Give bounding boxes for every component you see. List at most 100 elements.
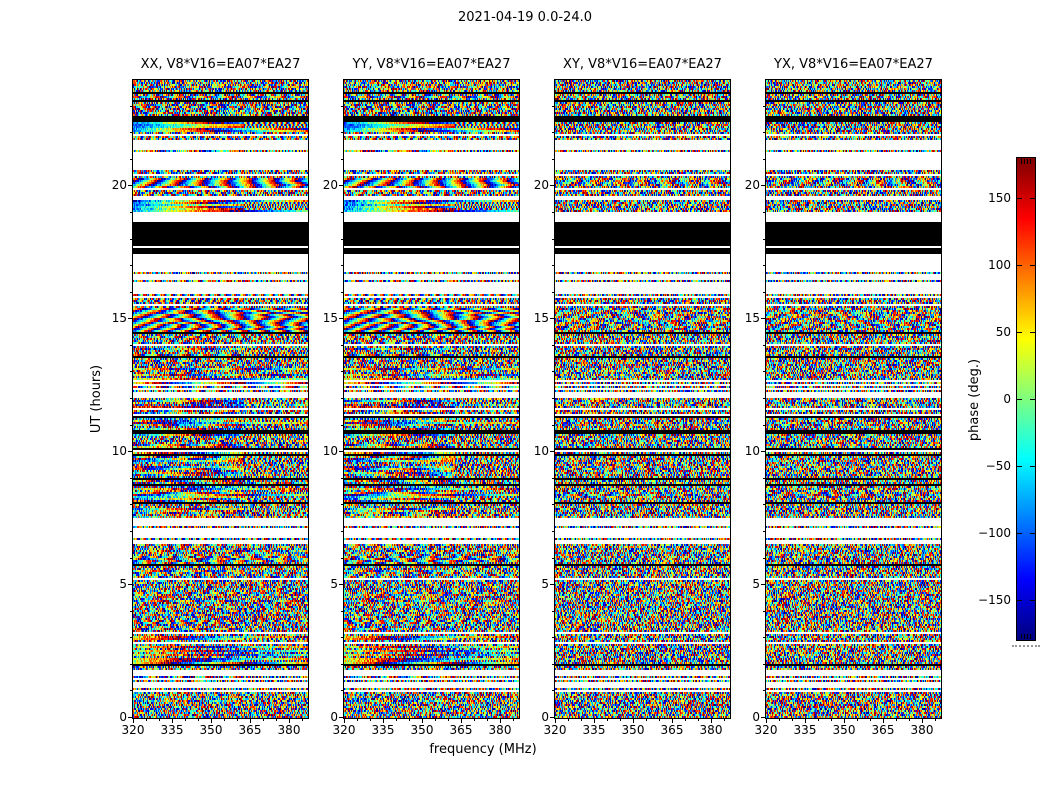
heatmap-canvas-xx	[133, 80, 308, 718]
y-minor-tick	[552, 132, 554, 134]
y-minor-tick	[130, 424, 132, 426]
x-tick-label: 365	[238, 723, 262, 737]
x-major-tick	[461, 719, 462, 723]
x-tick-label: 335	[793, 723, 817, 737]
x-minor-tick	[185, 719, 186, 721]
x-minor-tick	[870, 719, 871, 721]
subplot-xx-title: XX, V8*V16=EA07*EA27	[140, 57, 301, 72]
y-major-tick	[339, 318, 343, 320]
x-tick-label: 380	[910, 723, 934, 737]
x-minor-tick	[448, 719, 449, 721]
y-minor-tick	[341, 637, 343, 639]
x-minor-tick	[909, 719, 910, 721]
x-minor-tick	[779, 719, 780, 721]
y-minor-tick	[763, 477, 765, 479]
y-tick-label: 5	[119, 577, 127, 592]
y-minor-tick	[341, 504, 343, 506]
y-minor-tick	[552, 477, 554, 479]
y-minor-tick	[763, 663, 765, 665]
y-minor-tick	[341, 557, 343, 559]
x-minor-tick	[935, 719, 936, 721]
colorbar-tick-label: 0	[1003, 392, 1011, 406]
heatmap-canvas-yx	[766, 80, 941, 718]
y-minor-tick	[341, 371, 343, 373]
colorbar-tick	[1017, 399, 1022, 400]
y-minor-tick	[552, 265, 554, 267]
x-tick-label: 380	[488, 723, 512, 737]
x-minor-tick	[607, 719, 608, 721]
x-major-tick	[289, 719, 290, 723]
y-minor-tick	[763, 344, 765, 346]
y-tick-label: 20	[744, 178, 760, 193]
y-tick-label: 10	[744, 444, 760, 459]
x-minor-tick	[396, 719, 397, 721]
x-major-tick	[422, 719, 423, 723]
x-minor-tick	[646, 719, 647, 721]
y-minor-tick	[130, 530, 132, 532]
x-tick-label: 365	[660, 723, 684, 737]
colorbar-tick-label: −50	[985, 458, 1011, 473]
x-major-tick	[805, 719, 806, 723]
y-major-tick	[339, 185, 343, 187]
colorbar-tick	[1030, 265, 1035, 267]
x-tick-label: 320	[754, 723, 778, 737]
x-major-tick	[383, 719, 384, 723]
y-minor-tick	[763, 238, 765, 240]
y-minor-tick	[552, 291, 554, 293]
colorbar-tick	[1030, 332, 1035, 334]
y-minor-tick	[763, 504, 765, 506]
y-tick-label: 15	[533, 311, 549, 326]
x-minor-tick	[357, 719, 358, 721]
y-minor-tick	[552, 504, 554, 506]
y-minor-tick	[552, 371, 554, 373]
y-minor-tick	[130, 637, 132, 639]
y-minor-tick	[130, 371, 132, 373]
y-major-tick	[550, 717, 554, 718]
x-major-tick	[883, 719, 884, 723]
y-minor-tick	[763, 637, 765, 639]
x-minor-tick	[513, 719, 514, 721]
y-minor-tick	[341, 265, 343, 267]
y-tick-label: 15	[111, 311, 127, 326]
y-tick-label: 5	[330, 577, 338, 592]
y-minor-tick	[763, 158, 765, 160]
x-tick-label: 380	[277, 723, 301, 737]
x-minor-tick	[685, 719, 686, 721]
y-minor-tick	[130, 504, 132, 506]
subplot-xy: XY, V8*V16=EA07*EA27 320 335 350 365 380 0 5 10…	[534, 57, 731, 737]
x-tick-label: 365	[449, 723, 473, 737]
x-minor-tick	[581, 719, 582, 721]
x-tick-label: 350	[832, 723, 856, 737]
y-tick-label: 0	[752, 710, 760, 724]
colorbar-tick	[1030, 198, 1035, 200]
x-minor-tick	[159, 719, 160, 721]
x-minor-tick	[818, 719, 819, 721]
colorbar-tick-label: −150	[978, 592, 1011, 607]
y-major-tick	[761, 318, 765, 320]
x-tick-label: 350	[410, 723, 434, 737]
y-minor-tick	[341, 211, 343, 213]
x-major-tick	[594, 719, 595, 723]
x-major-tick	[766, 719, 767, 723]
y-minor-tick	[341, 158, 343, 160]
y-minor-tick	[130, 557, 132, 559]
y-tick-label: 5	[541, 577, 549, 592]
x-minor-tick	[198, 719, 199, 721]
y-minor-tick	[341, 238, 343, 240]
x-minor-tick	[698, 719, 699, 721]
colorbar-gradient	[1017, 158, 1035, 640]
x-tick-label: 335	[160, 723, 184, 737]
y-tick-label: 10	[322, 444, 338, 459]
x-minor-tick	[409, 719, 410, 721]
y-minor-tick	[552, 158, 554, 160]
y-minor-tick	[130, 211, 132, 213]
x-minor-tick	[831, 719, 832, 721]
x-minor-tick	[620, 719, 621, 721]
x-tick-label: 320	[543, 723, 567, 737]
y-minor-tick	[763, 132, 765, 134]
y-minor-tick	[341, 663, 343, 665]
x-major-tick	[555, 719, 556, 723]
colorbar-under-dotted-line	[1012, 645, 1040, 647]
y-major-tick	[550, 185, 554, 187]
y-minor-tick	[341, 344, 343, 346]
